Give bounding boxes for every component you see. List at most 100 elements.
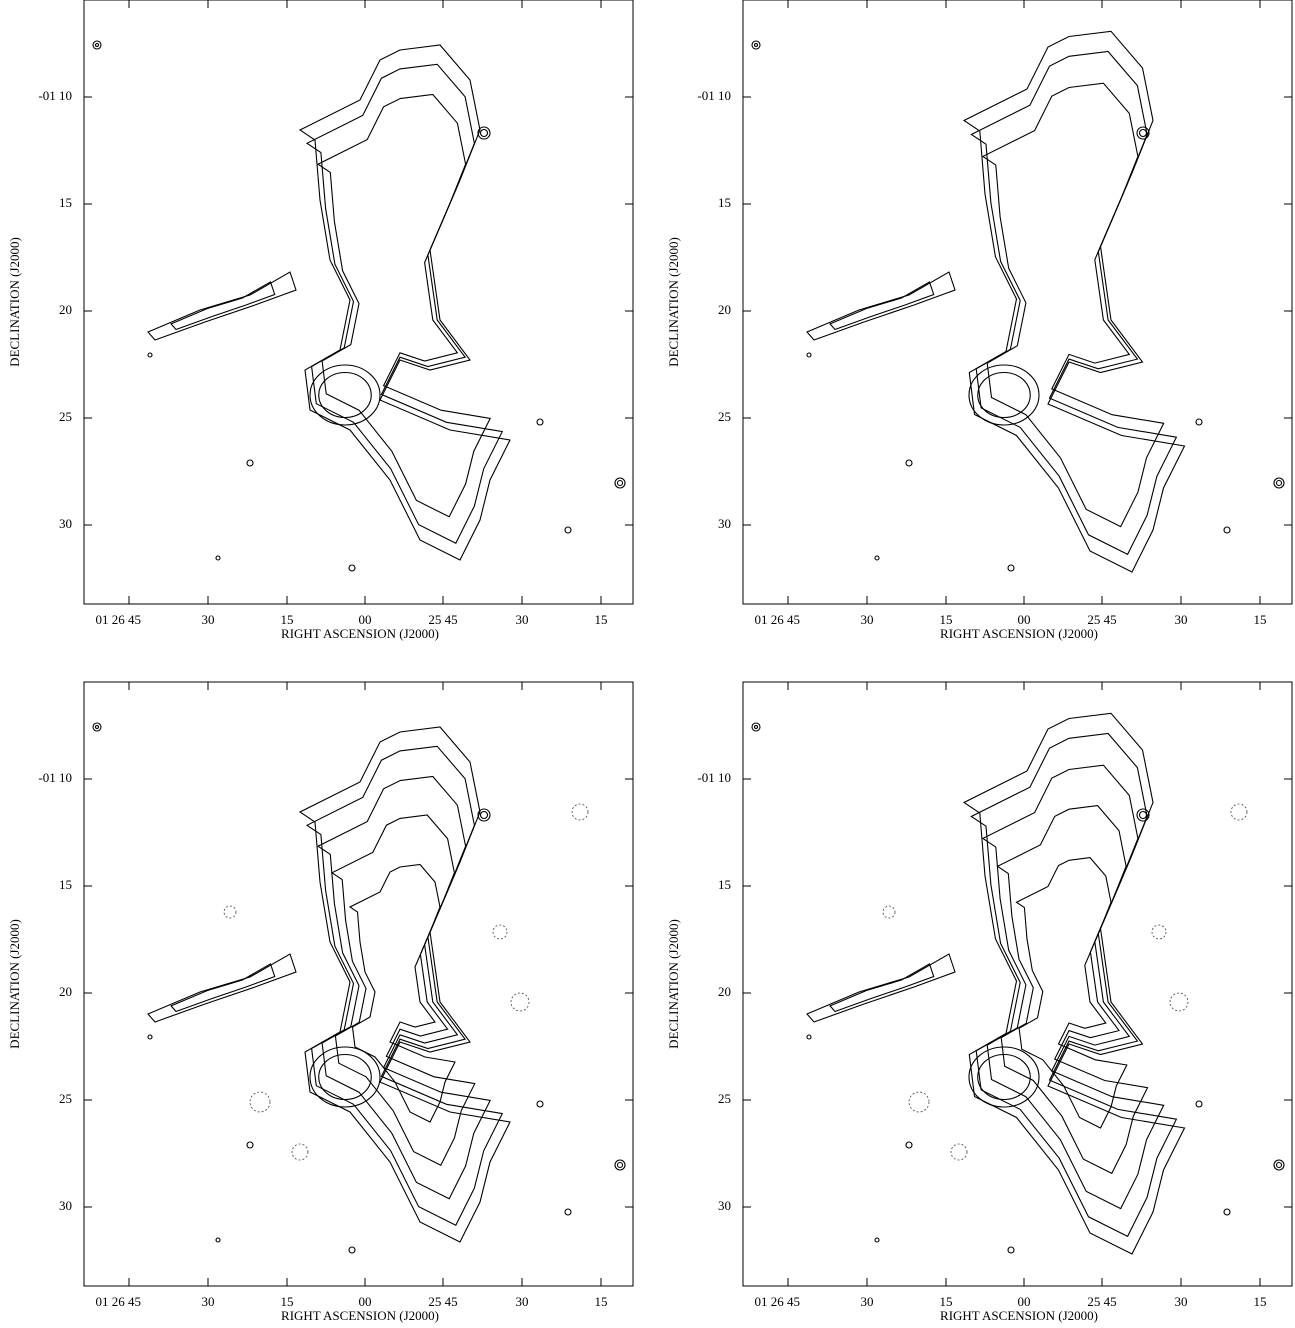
contour-source [216, 556, 220, 560]
contour-source [1196, 1101, 1202, 1107]
contour [300, 727, 510, 1242]
y-tick-label: 20 [59, 302, 72, 317]
contour-source [1140, 812, 1147, 819]
contour-source [349, 565, 355, 571]
panel: 01 26 4530150025 453015-01 1015202530RIG… [666, 0, 1292, 641]
contour-source [565, 1209, 571, 1215]
contour-source [96, 44, 99, 47]
contour-source [247, 1142, 253, 1148]
y-axis-label: DECLINATION (J2000) [666, 237, 681, 367]
contour-source [1196, 419, 1202, 425]
contour-source [148, 1035, 152, 1039]
x-tick-label: 30 [1175, 612, 1188, 627]
x-tick-label: 30 [516, 612, 529, 627]
contour-source [93, 723, 101, 731]
figure: 01 26 45 30 15 00 25 45 30 15 -01 10 15 20 25 30 RIG… [0, 0, 1295, 1328]
y-axis-label: DECLINATION (J2000) [7, 237, 22, 367]
x-axis-label: RIGHT ASCENSION (J2000) [940, 1308, 1098, 1323]
negative-contour [572, 804, 588, 820]
y-tick-label: 30 [718, 1198, 731, 1213]
contour-source [807, 1035, 811, 1039]
y-tick-label: -01 10 [38, 770, 72, 785]
contour-source [481, 130, 488, 137]
contour-lobe [310, 1047, 380, 1107]
contour-source [755, 726, 758, 729]
contour-tail [830, 964, 934, 1012]
x-tick-label: 30 [861, 1294, 874, 1309]
x-tick-label: 25 45 [1087, 612, 1116, 627]
y-tick-label: -01 10 [697, 88, 731, 103]
negative-contour [250, 1092, 270, 1112]
y-tick-label: 15 [718, 877, 731, 892]
contour-source [875, 556, 879, 560]
y-tick-label: 20 [59, 984, 72, 999]
contour-source [1008, 1247, 1014, 1253]
contour-source [752, 41, 760, 49]
x-tick-label: 15 [595, 612, 608, 627]
x-tick-label: 30 [202, 1294, 215, 1309]
plot-frame [743, 0, 1292, 604]
x-tick-label: 30 [861, 612, 874, 627]
y-tick-label: -01 10 [38, 88, 72, 103]
x-tick-label: 15 [595, 1294, 608, 1309]
x-tick-label: 30 [202, 612, 215, 627]
negative-contour [511, 993, 529, 1011]
y-axis-label: DECLINATION (J2000) [666, 919, 681, 1049]
panel: 01 26 4530150025 453015-01 1015202530RIG… [7, 0, 633, 641]
contour-tail [148, 954, 296, 1022]
x-tick-label: 15 [1254, 1294, 1267, 1309]
contour-lobe [978, 373, 1031, 418]
y-tick-label: 25 [59, 409, 72, 424]
x-tick-label: 00 [1018, 1294, 1031, 1309]
x-axis-label: RIGHT ASCENSION (J2000) [940, 626, 1098, 641]
contour-source [752, 723, 760, 731]
y-tick-label: 30 [59, 516, 72, 531]
y-tick-label: 15 [718, 195, 731, 210]
y-tick-label: 30 [718, 516, 731, 531]
y-tick-label: 15 [59, 877, 72, 892]
contour-source [478, 809, 490, 821]
plot-frame [743, 682, 1292, 1286]
contour-source [148, 353, 152, 357]
contour-source [565, 527, 571, 533]
y-tick-label: 25 [718, 1091, 731, 1106]
contour-source [906, 1142, 912, 1148]
x-tick-label: 00 [359, 612, 372, 627]
x-tick-label: 25 45 [428, 612, 457, 627]
x-tick-label: 00 [1018, 612, 1031, 627]
y-tick-label: 30 [59, 1198, 72, 1213]
x-tick-label: 15 [940, 612, 953, 627]
x-tick-label: 15 [281, 1294, 294, 1309]
contour [964, 713, 1185, 1254]
contour [971, 52, 1176, 555]
y-tick-label: -01 10 [697, 770, 731, 785]
negative-contour [951, 1144, 967, 1160]
contour [1017, 858, 1127, 1128]
negative-contour [493, 925, 507, 939]
contour-source [96, 726, 99, 729]
contour-source [906, 460, 912, 466]
negative-contour [1231, 804, 1247, 820]
x-tick-label: 15 [940, 1294, 953, 1309]
contour-source [349, 1247, 355, 1253]
contour-source [537, 419, 543, 425]
negative-contour [909, 1092, 929, 1112]
contour [318, 777, 490, 1199]
negative-contour [1170, 993, 1188, 1011]
contour-source [216, 1238, 220, 1242]
contour-tail [807, 954, 955, 1022]
contour-source [478, 127, 490, 139]
contour-source [1274, 1160, 1284, 1170]
contour-source [1008, 565, 1014, 571]
x-tick-label: 01 26 45 [755, 1294, 801, 1309]
x-tick-label: 00 [359, 1294, 372, 1309]
x-tick-label: 01 26 45 [96, 1294, 142, 1309]
y-tick-label: 15 [59, 195, 72, 210]
contour-source [1277, 481, 1282, 486]
contour-lobe [319, 373, 372, 418]
contour-tail [171, 282, 275, 330]
x-tick-label: 25 45 [1087, 1294, 1116, 1309]
contour-source [755, 44, 758, 47]
